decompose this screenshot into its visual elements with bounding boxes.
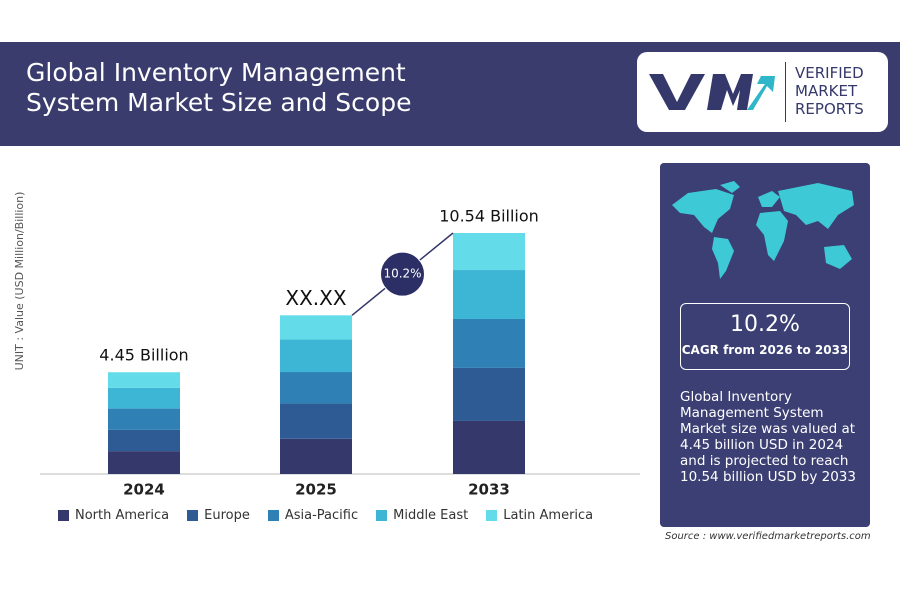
title-line: System Market Size and Scope xyxy=(26,88,412,117)
legend-item: Europe xyxy=(187,508,250,523)
side-panel: 10.2% CAGR from 2026 to 2033 Global Inve… xyxy=(660,163,870,527)
legend-label: North America xyxy=(75,508,170,523)
logo-line: MARKET xyxy=(795,82,858,100)
legend-swatch xyxy=(267,510,279,521)
legend-item: Middle East xyxy=(376,508,468,523)
legend-label: Asia-Pacific xyxy=(284,508,359,523)
logo-line: VERIFIED xyxy=(795,64,864,82)
bar-segment xyxy=(280,438,352,474)
total-label: 4.45 Billion xyxy=(99,346,188,365)
bar-segment xyxy=(108,408,180,430)
logo-line: REPORTS xyxy=(795,100,864,118)
header-title: Global Inventory Management System Marke… xyxy=(26,58,411,118)
bar-segment xyxy=(453,318,525,368)
legend-swatch xyxy=(486,510,498,521)
legend-item: North America xyxy=(58,508,169,523)
total-label: 10.54 Billion xyxy=(439,207,539,226)
cagr-bubble xyxy=(380,251,425,297)
bar-segment xyxy=(108,451,180,474)
x-tick-label: 2025 xyxy=(295,481,337,499)
cagr-bubble-label: 10.2% xyxy=(383,267,421,281)
bar-segment xyxy=(280,315,352,340)
bar-segment xyxy=(453,420,525,474)
legend-swatch xyxy=(187,510,199,521)
legend-label: Europe xyxy=(204,508,250,523)
description: Global Inventory Management System Marke… xyxy=(680,389,856,485)
chart: UNIT : Value (USD Million/Billion) 2024 4… xyxy=(13,192,640,499)
legend-item: Latin America xyxy=(486,508,593,523)
legend-swatch xyxy=(58,510,69,521)
bar-segment xyxy=(280,403,352,439)
logo-divider xyxy=(785,62,786,122)
bar-segment xyxy=(453,233,525,271)
bar-segment xyxy=(453,367,525,421)
legend-item: Asia-Pacific xyxy=(267,508,359,523)
x-tick-label: 2024 xyxy=(123,481,165,499)
cagr-caption: CAGR from 2026 to 2033 xyxy=(681,343,849,357)
legend: North America Europe Asia-Pacific Middle Ea… xyxy=(58,508,593,523)
source: Source : www.verifiedmarketreports.com xyxy=(665,531,871,542)
legend-swatch xyxy=(376,510,388,521)
legend-label: Latin America xyxy=(503,508,594,523)
bar-segment xyxy=(108,429,180,452)
cagr-box: 10.2% CAGR from 2026 to 2033 xyxy=(680,303,850,370)
logo-mark xyxy=(649,74,775,110)
bar-segment xyxy=(108,372,180,388)
x-tick-label: 2033 xyxy=(468,481,510,499)
world-map xyxy=(672,181,854,279)
legend-label: Middle East xyxy=(393,508,469,523)
bar-segment xyxy=(280,339,352,373)
total-label: XX.XX xyxy=(285,286,346,310)
y-axis-label: UNIT : Value (USD Million/Billion) xyxy=(13,192,26,371)
logo-text: VERIFIED MARKET REPORTS xyxy=(795,64,864,118)
bar-segment xyxy=(108,387,180,409)
logo-box: VERIFIED MARKET REPORTS xyxy=(637,52,888,132)
title-line: Global Inventory Management xyxy=(26,58,406,87)
bar-segment xyxy=(453,270,525,319)
bar-segment xyxy=(280,372,352,404)
cagr-value: 10.2% xyxy=(730,312,800,337)
